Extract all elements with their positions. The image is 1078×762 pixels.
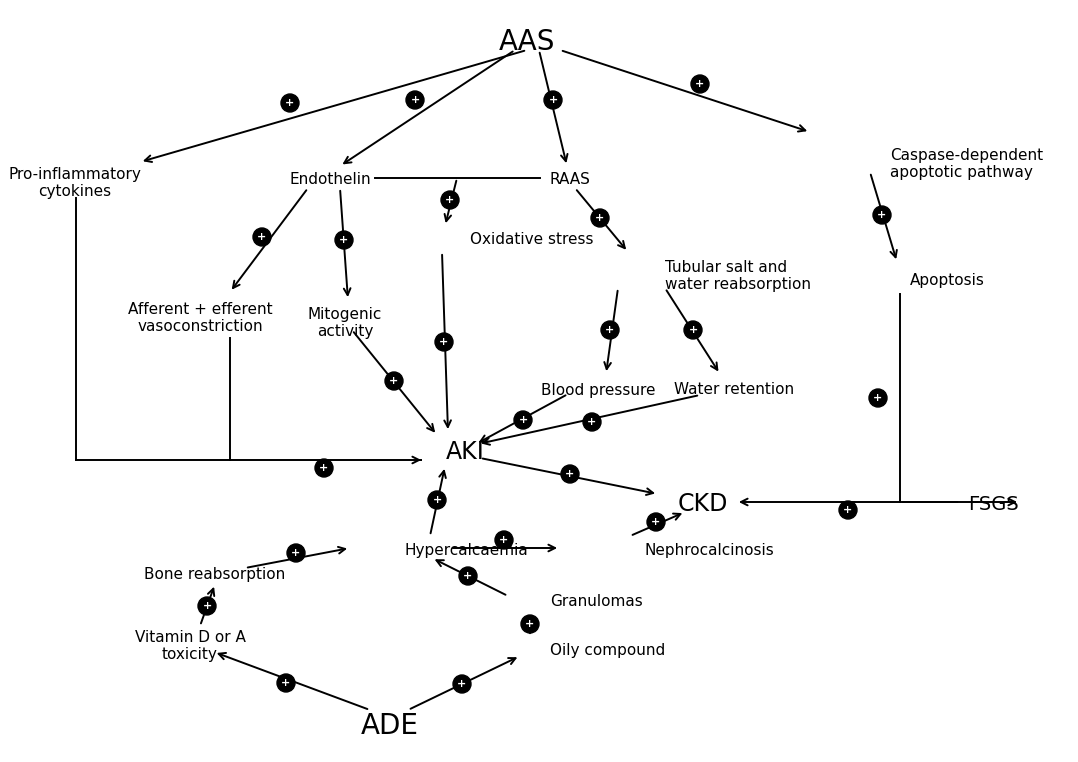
Text: +: + bbox=[877, 210, 886, 220]
Text: Vitamin D or A
toxicity: Vitamin D or A toxicity bbox=[135, 630, 246, 662]
Text: Tubular salt and
water reabsorption: Tubular salt and water reabsorption bbox=[665, 260, 811, 292]
Circle shape bbox=[428, 491, 446, 509]
Circle shape bbox=[198, 597, 216, 615]
Text: AKI: AKI bbox=[445, 440, 484, 464]
Text: Caspase-dependent
apoptotic pathway: Caspase-dependent apoptotic pathway bbox=[890, 148, 1044, 180]
Text: +: + bbox=[464, 571, 472, 581]
Text: Oily compound: Oily compound bbox=[550, 642, 665, 658]
Circle shape bbox=[691, 75, 709, 93]
Circle shape bbox=[277, 674, 295, 692]
Text: +: + bbox=[319, 463, 329, 473]
Circle shape bbox=[406, 91, 424, 109]
Text: +: + bbox=[411, 95, 419, 105]
Text: Granulomas: Granulomas bbox=[550, 594, 642, 610]
Text: +: + bbox=[203, 601, 211, 611]
Text: Mitogenic
activity: Mitogenic activity bbox=[308, 307, 383, 339]
Text: ADE: ADE bbox=[361, 712, 419, 740]
Text: +: + bbox=[258, 232, 266, 242]
Text: Nephrocalcinosis: Nephrocalcinosis bbox=[645, 543, 775, 558]
Text: CKD: CKD bbox=[678, 492, 728, 516]
Circle shape bbox=[647, 513, 665, 531]
Text: +: + bbox=[695, 79, 705, 89]
Circle shape bbox=[287, 544, 305, 562]
Circle shape bbox=[544, 91, 562, 109]
Circle shape bbox=[335, 231, 353, 249]
Text: +: + bbox=[440, 337, 448, 347]
Circle shape bbox=[385, 372, 403, 390]
Text: +: + bbox=[340, 235, 348, 245]
Text: +: + bbox=[595, 213, 605, 223]
Circle shape bbox=[561, 465, 579, 483]
Circle shape bbox=[521, 615, 539, 633]
Text: +: + bbox=[281, 678, 291, 688]
Text: +: + bbox=[525, 619, 535, 629]
Text: AAS: AAS bbox=[499, 28, 555, 56]
Circle shape bbox=[685, 321, 702, 339]
Text: +: + bbox=[565, 469, 575, 479]
Text: +: + bbox=[291, 548, 301, 558]
Text: +: + bbox=[651, 517, 661, 527]
Circle shape bbox=[253, 228, 271, 246]
Text: +: + bbox=[588, 417, 596, 427]
Text: +: + bbox=[499, 535, 509, 545]
Text: +: + bbox=[286, 98, 294, 108]
Text: Water retention: Water retention bbox=[674, 383, 794, 398]
Text: +: + bbox=[549, 95, 557, 105]
Text: Endothelin: Endothelin bbox=[289, 172, 371, 187]
Text: RAAS: RAAS bbox=[550, 172, 591, 187]
Circle shape bbox=[591, 209, 609, 227]
Text: +: + bbox=[389, 376, 399, 386]
Circle shape bbox=[453, 675, 471, 693]
Text: Bone reabsorption: Bone reabsorption bbox=[144, 566, 286, 581]
Text: +: + bbox=[843, 505, 853, 515]
Text: Hypercalcaemia: Hypercalcaemia bbox=[405, 543, 528, 558]
Circle shape bbox=[281, 94, 299, 112]
Text: Afferent + efferent
vasoconstriction: Afferent + efferent vasoconstriction bbox=[127, 302, 273, 335]
Text: +: + bbox=[432, 495, 442, 505]
Text: Blood pressure: Blood pressure bbox=[541, 383, 655, 398]
Circle shape bbox=[839, 501, 857, 519]
Circle shape bbox=[459, 567, 476, 585]
Circle shape bbox=[514, 411, 533, 429]
Text: Oxidative stress: Oxidative stress bbox=[470, 232, 594, 248]
Text: Pro-inflammatory
cytokines: Pro-inflammatory cytokines bbox=[9, 167, 141, 199]
Circle shape bbox=[869, 389, 887, 407]
Text: +: + bbox=[519, 415, 527, 425]
Circle shape bbox=[315, 459, 333, 477]
Circle shape bbox=[583, 413, 602, 431]
Circle shape bbox=[436, 333, 453, 351]
Text: +: + bbox=[606, 325, 614, 335]
Text: +: + bbox=[445, 195, 455, 205]
Text: FSGS: FSGS bbox=[969, 495, 1020, 514]
Text: +: + bbox=[457, 679, 467, 689]
Text: Apoptosis: Apoptosis bbox=[910, 273, 985, 287]
Text: +: + bbox=[689, 325, 697, 335]
Circle shape bbox=[602, 321, 619, 339]
Circle shape bbox=[495, 531, 513, 549]
Circle shape bbox=[441, 191, 459, 209]
Circle shape bbox=[873, 206, 892, 224]
Text: +: + bbox=[873, 393, 883, 403]
